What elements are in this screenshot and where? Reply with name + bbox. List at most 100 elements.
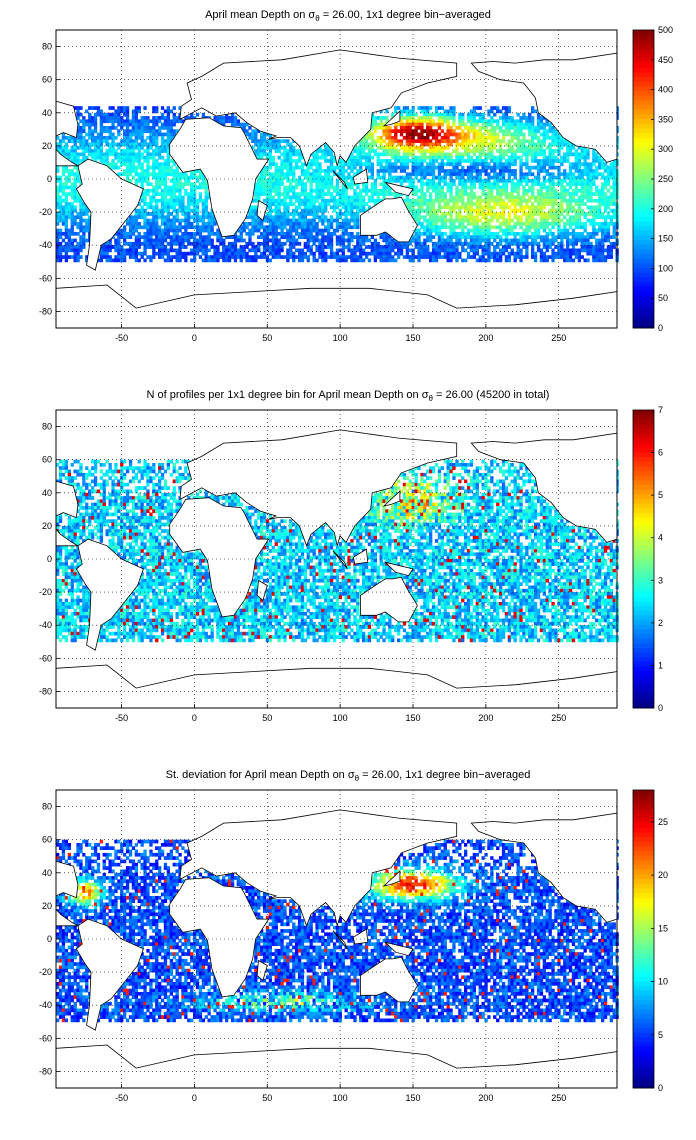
heatmap-cell [309, 222, 313, 226]
heatmap-cell [300, 215, 305, 220]
heatmap-cell [335, 222, 340, 226]
heatmap-cell [295, 179, 299, 183]
heatmap-cell [449, 208, 453, 213]
heatmap-cell [64, 232, 69, 236]
heatmap-cell [592, 159, 596, 163]
heatmap-cell [64, 169, 69, 173]
heatmap-cell [519, 159, 523, 163]
heatmap-cell [501, 218, 506, 223]
heatmap-cell [592, 162, 596, 167]
heatmap-cell [490, 145, 494, 150]
heatmap-cell [466, 145, 471, 150]
heatmap-cell [379, 248, 383, 253]
heatmap-cell [595, 169, 599, 173]
heatmap-cell [440, 106, 445, 110]
heatmap-cell [280, 159, 284, 163]
heatmap-cell [522, 145, 526, 150]
heatmap-cell [469, 169, 474, 173]
heatmap-cell [350, 251, 354, 256]
heatmap-cell [274, 225, 278, 230]
heatmap-cell [248, 126, 252, 130]
heatmap-cell [79, 218, 83, 223]
heatmap-cell [166, 126, 171, 130]
heatmap-cell [163, 172, 168, 177]
heatmap-cell [603, 228, 608, 233]
heatmap-cell [493, 165, 497, 170]
heatmap-cell [510, 241, 514, 246]
heatmap-cell [536, 169, 541, 173]
heatmap-cell [300, 232, 305, 236]
heatmap-cell [458, 212, 462, 216]
heatmap-cell [536, 152, 541, 157]
heatmap-cell [262, 188, 267, 193]
heatmap-cell [533, 165, 538, 170]
heatmap-cell [306, 225, 310, 230]
heatmap-cell [280, 139, 284, 144]
heatmap-cell [516, 195, 520, 200]
heatmap-cell [274, 202, 278, 206]
heatmap-cell [134, 222, 139, 226]
heatmap-cell [175, 188, 179, 193]
heatmap-cell [286, 169, 290, 173]
heatmap-cell [274, 188, 278, 193]
heatmap-cell [560, 179, 564, 183]
heatmap-cell [501, 198, 506, 203]
heatmap-cell [344, 198, 348, 203]
heatmap-cell [128, 251, 133, 256]
heatmap-cell [338, 159, 343, 163]
heatmap-cell [455, 159, 459, 163]
heatmap-cell [612, 172, 616, 177]
heatmap-cell [190, 251, 194, 256]
heatmap-cell [399, 119, 404, 124]
heatmap-cell [481, 185, 485, 190]
heatmap-cell [548, 245, 552, 249]
heatmap-cell [452, 122, 456, 127]
heatmap-cell [469, 222, 474, 226]
heatmap-cell [484, 119, 488, 124]
heatmap-cell [516, 142, 520, 147]
heatmap-cell [440, 185, 445, 190]
heatmap-cell [108, 162, 112, 167]
heatmap-cell [190, 175, 194, 180]
heatmap-cell [117, 155, 121, 160]
heatmap-cell [373, 248, 378, 253]
heatmap-cell [469, 238, 474, 243]
heatmap-cell [461, 152, 465, 157]
heatmap-cell [216, 119, 220, 124]
heatmap-cell [172, 222, 176, 226]
heatmap-cell [370, 182, 375, 187]
heatmap-cell [531, 179, 535, 183]
heatmap-cell [338, 222, 343, 226]
heatmap-cell [472, 129, 477, 134]
heatmap-cell [193, 205, 197, 210]
heatmap-cell [67, 205, 72, 210]
heatmap-cell [324, 192, 328, 196]
heatmap-cell [525, 188, 529, 193]
heatmap-cell [577, 179, 582, 183]
heatmap-cell [312, 202, 316, 206]
heatmap-cell [449, 215, 453, 220]
heatmap-cell [198, 182, 203, 187]
heatmap-cell [510, 132, 514, 137]
heatmap-cell [417, 205, 421, 210]
heatmap-cell [603, 185, 608, 190]
heatmap-cell [478, 159, 482, 163]
heatmap-cell [525, 248, 529, 253]
heatmap-cell [289, 149, 293, 153]
heatmap-cell [178, 195, 182, 200]
heatmap-cell [420, 119, 424, 124]
heatmap-cell [190, 241, 194, 246]
heatmap-cell [464, 208, 468, 213]
heatmap-cell [536, 202, 541, 206]
heatmap-cell [268, 245, 273, 249]
heatmap-cell [577, 198, 582, 203]
heatmap-cell [501, 136, 506, 140]
heatmap-cell [414, 155, 418, 160]
heatmap-cell [70, 222, 74, 226]
heatmap-cell [120, 159, 124, 163]
heatmap-cell [586, 235, 590, 240]
heatmap-cell [152, 195, 156, 200]
heatmap-cell [143, 175, 147, 180]
heatmap-cell [324, 169, 328, 173]
heatmap-cell [577, 165, 582, 170]
